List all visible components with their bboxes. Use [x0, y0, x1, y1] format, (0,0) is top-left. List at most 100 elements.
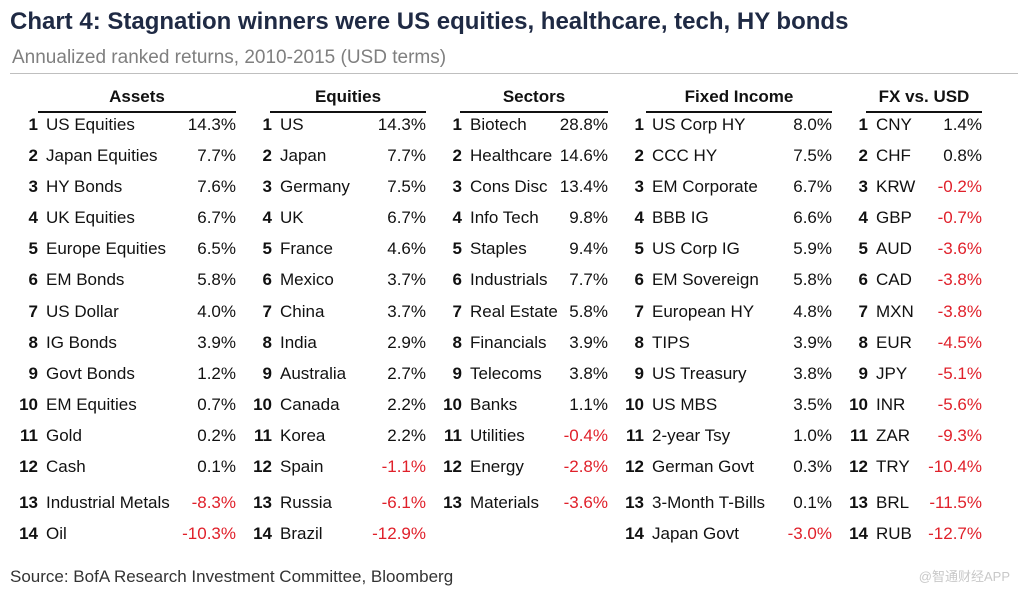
item-name: Staples [470, 239, 527, 258]
table-row: 9 JPY -5.1% [842, 362, 982, 386]
rank-label: 5 [452, 239, 462, 258]
table-row: 2 CCC HY 7.5% [618, 144, 832, 168]
return-value: -3.8% [937, 302, 982, 321]
rank-label: 13 [443, 493, 462, 512]
item-name: TIPS [652, 333, 690, 352]
item-name: IG Bonds [46, 333, 117, 352]
return-value: -0.4% [563, 426, 608, 445]
return-value: 7.5% [387, 177, 426, 196]
item-name: Cash [46, 457, 86, 476]
item-name: AUD [876, 239, 912, 258]
table-row: 5 Europe Equities 6.5% [12, 237, 236, 261]
item-name: HY Bonds [46, 177, 123, 196]
return-value: 5.8% [197, 270, 236, 289]
table-row: 4 GBP -0.7% [842, 206, 982, 230]
rank-label: 13 [253, 493, 272, 512]
table-row: 13 Materials -3.6% [436, 491, 608, 515]
return-value: -11.5% [929, 493, 982, 512]
rank-label: 6 [262, 270, 272, 289]
return-value: -4.5% [937, 333, 982, 352]
return-value: -8.3% [191, 493, 236, 512]
rank-label: 8 [634, 333, 644, 352]
group-fx: FX vs. USD 1 CNY 1.4% 2 CHF 0.8% 3 KRW -0.2% 4 GBP… [842, 84, 982, 543]
item-name: Govt Bonds [46, 364, 135, 383]
rank-label: 12 [253, 457, 272, 476]
rank-label: 3 [262, 177, 272, 196]
table-row: 6 Industrials 7.7% [436, 268, 608, 292]
return-value: 2.2% [387, 395, 426, 414]
return-value: 5.8% [569, 302, 608, 321]
return-value: 1.2% [197, 364, 236, 383]
table-row: 3 KRW -0.2% [842, 175, 982, 199]
item-name: US Equities [46, 115, 135, 134]
rank-label: 8 [28, 333, 38, 352]
table-row: 7 China 3.7% [246, 300, 426, 324]
rank-label: 2 [858, 146, 868, 165]
return-value: 6.6% [793, 208, 832, 227]
item-name: UK [280, 208, 304, 227]
item-name: European HY [652, 302, 755, 321]
item-name: ZAR [876, 426, 910, 445]
item-name: US Corp IG [652, 239, 740, 258]
return-value: 7.7% [569, 270, 608, 289]
table-row: 14 Oil -10.3% [12, 522, 236, 546]
item-name: MXN [876, 302, 914, 321]
item-name: Japan [280, 146, 327, 165]
chart-subtitle: Annualized ranked returns, 2010-2015 (US… [12, 47, 447, 68]
table-row: 10 INR -5.6% [842, 393, 982, 417]
rank-label: 5 [858, 239, 868, 258]
table-row: 6 EM Bonds 5.8% [12, 268, 236, 292]
table-row: 5 France 4.6% [246, 237, 426, 261]
rank-label: 7 [858, 302, 868, 321]
table-row: 12 Cash 0.1% [12, 455, 236, 479]
table-row: 13 3-Month T-Bills 0.1% [618, 491, 832, 515]
table-row: 4 BBB IG 6.6% [618, 206, 832, 230]
rank-label: 10 [625, 395, 644, 414]
rank-label: 5 [28, 239, 38, 258]
table-row: 11 ZAR -9.3% [842, 424, 982, 448]
table-row: 10 EM Equities 0.7% [12, 393, 236, 417]
return-value: 6.7% [793, 177, 832, 196]
return-value: 2.9% [387, 333, 426, 352]
table-row: 7 US Dollar 4.0% [12, 300, 236, 324]
group-header: Assets [38, 84, 236, 113]
table-row: 1 US 14.3% [246, 113, 426, 137]
rank-label: 9 [28, 364, 38, 383]
rank-label: 1 [858, 115, 868, 134]
return-value: 4.6% [387, 239, 426, 258]
rank-label: 2 [452, 146, 462, 165]
table-row: 11 Korea 2.2% [246, 424, 426, 448]
item-name: Brazil [280, 524, 323, 543]
item-name: Industrial Metals [46, 493, 170, 512]
return-value: 3.8% [793, 364, 832, 383]
group-sectors: Sectors 1 Biotech 28.8% 2 Healthcare 14.6% 3 Co… [436, 84, 608, 512]
table-row: 13 Industrial Metals -8.3% [12, 491, 236, 515]
return-value: 0.2% [197, 426, 236, 445]
rank-label: 4 [28, 208, 38, 227]
table-row: 4 Info Tech 9.8% [436, 206, 608, 230]
rank-label: 6 [452, 270, 462, 289]
table-row: 13 Russia -6.1% [246, 491, 426, 515]
table-row: 7 Real Estate 5.8% [436, 300, 608, 324]
item-name: Biotech [470, 115, 527, 134]
return-value: 6.7% [197, 208, 236, 227]
item-name: INR [876, 395, 906, 414]
rank-label: 7 [28, 302, 38, 321]
rank-label: 6 [858, 270, 868, 289]
rank-label: 8 [262, 333, 272, 352]
rank-label: 5 [634, 239, 644, 258]
return-value: 3.9% [197, 333, 236, 352]
return-value: 7.6% [197, 177, 236, 196]
group-header: FX vs. USD [866, 84, 982, 113]
item-name: US Corp HY [652, 115, 746, 134]
return-value: 1.0% [793, 426, 832, 445]
table-row: 13 BRL -11.5% [842, 491, 982, 515]
table-row: 14 Japan Govt -3.0% [618, 522, 832, 546]
table-row: 11 2-year Tsy 1.0% [618, 424, 832, 448]
return-value: 7.7% [197, 146, 236, 165]
item-name: Europe Equities [46, 239, 167, 258]
item-name: EUR [876, 333, 912, 352]
item-name: EM Equities [46, 395, 137, 414]
return-value: 3.8% [569, 364, 608, 383]
rank-label: 1 [262, 115, 272, 134]
